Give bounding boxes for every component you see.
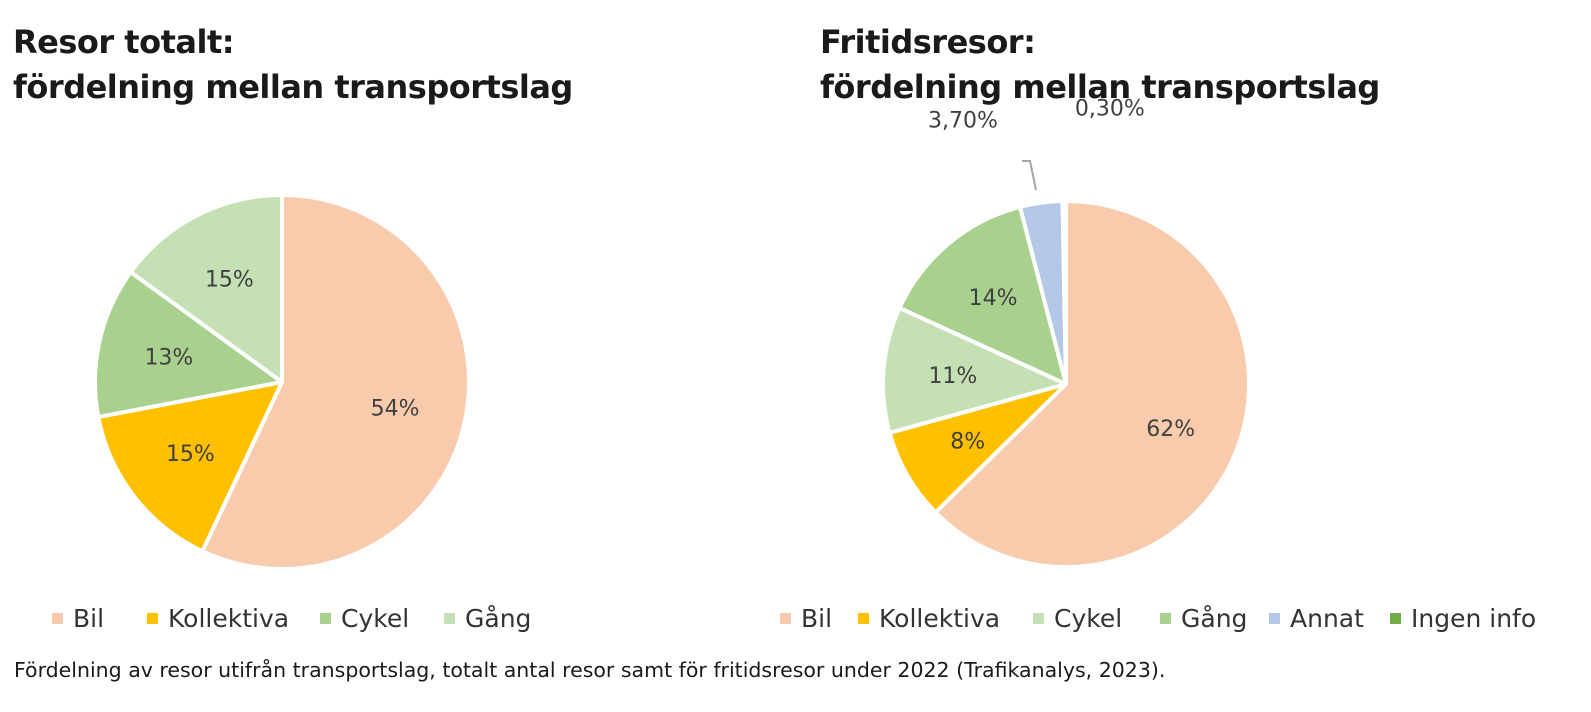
chart1-slice-gång: [128, 193, 284, 384]
chart2-slice-gång: [897, 204, 1068, 386]
legend-label: Cykel: [1054, 604, 1123, 633]
legend-label: Bil: [73, 604, 105, 633]
legend-label: Kollektiva: [879, 604, 1001, 633]
chart1-legend-item-gång: Gång: [444, 604, 531, 633]
chart1-title: Resor totalt: fördelning mellan transpor…: [13, 20, 573, 110]
chart2-slice-ingen-info: [1060, 198, 1068, 386]
chart1-data-label-cykel: 13%: [144, 346, 193, 371]
chart2-legend-item-gång: Gång: [1160, 604, 1247, 633]
legend-swatch: [52, 612, 63, 624]
chart1-data-label-bil: 54%: [371, 396, 420, 421]
chart1-legend-item-bil: Bil: [52, 604, 104, 633]
chart2-title-line1: Fritidsresor:: [820, 23, 1036, 61]
legend-swatch: [147, 612, 158, 624]
chart2-leader-line: [1022, 160, 1037, 191]
figure-caption: Fördelning av resor utifrån transportsla…: [14, 658, 1166, 682]
legend-swatch: [1033, 612, 1044, 624]
chart1-title-line1: Resor totalt:: [13, 23, 235, 61]
chart1-legend-item-cykel: Cykel: [320, 604, 409, 633]
chart2-legend-item-ingen-info: Ingen info: [1390, 604, 1536, 633]
legend-label: Gång: [1181, 604, 1248, 633]
chart1-slice-bil: [200, 193, 472, 571]
chart2-data-label-bil: 62%: [1146, 417, 1195, 442]
chart1-legend-item-kollektiva: Kollektiva: [147, 604, 289, 633]
chart2-legend-item-cykel: Cykel: [1033, 604, 1122, 633]
chart2-legend-item-bil: Bil: [780, 604, 832, 633]
legend-label: Bil: [801, 604, 833, 633]
chart2-data-label-kollektiva: 8%: [950, 430, 985, 455]
legend-swatch: [320, 612, 331, 624]
chart2-legend-item-kollektiva: Kollektiva: [858, 604, 1000, 633]
legend-label: Annat: [1290, 604, 1364, 633]
legend-swatch: [858, 612, 869, 624]
legend-swatch: [1160, 612, 1171, 624]
chart1-data-label-gång: 15%: [205, 268, 254, 293]
chart2-legend-item-annat: Annat: [1269, 604, 1364, 633]
chart2-data-label-gång: 14%: [969, 286, 1018, 311]
chart1-title-line2: fördelning mellan transportslag: [13, 68, 573, 106]
legend-label: Ingen info: [1411, 604, 1537, 633]
chart2-title: Fritidsresor: fördelning mellan transpor…: [820, 20, 1380, 110]
legend-swatch: [1390, 612, 1401, 624]
chart2-slice-bil: [933, 199, 1251, 569]
legend-label: Cykel: [341, 604, 410, 633]
legend-label: Kollektiva: [168, 604, 290, 633]
legend-swatch: [780, 612, 791, 624]
chart1-slice-kollektiva: [96, 380, 284, 554]
chart2-data-label-annat: 3,70%: [928, 108, 998, 133]
chart2-slice-cykel: [881, 305, 1068, 435]
legend-swatch: [1269, 612, 1280, 624]
chart2-title-line2: fördelning mellan transportslag: [820, 68, 1380, 106]
chart1-data-label-kollektiva: 15%: [166, 442, 215, 467]
legend-swatch: [444, 612, 455, 624]
chart2-data-label-cykel: 11%: [928, 364, 977, 389]
legend-label: Gång: [465, 604, 532, 633]
chart2-data-label-ingen-info: 0,30%: [1075, 96, 1145, 121]
chart1-slice-cykel: [93, 270, 284, 420]
